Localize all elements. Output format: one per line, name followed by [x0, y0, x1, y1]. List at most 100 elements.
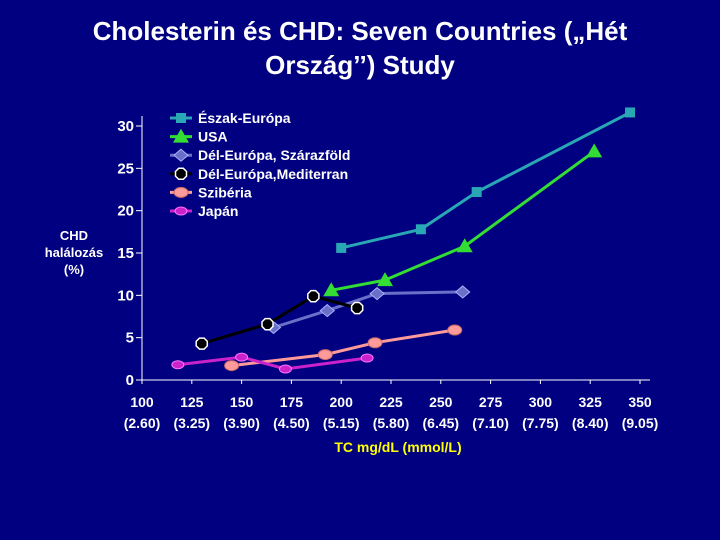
data-point — [447, 324, 463, 336]
marker-square — [625, 107, 636, 118]
series-line — [201, 294, 358, 346]
axes: 0 5 10 15 20 25 30 100 (2.60) 125 (3.25) 150 (3.90) 1… — [117, 116, 658, 431]
data-point — [336, 242, 347, 253]
series-0 — [336, 107, 636, 253]
y-axis-label: halálozás — [45, 245, 104, 260]
x-tick-label: 200 — [330, 394, 354, 410]
y-axis-label: CHD — [60, 228, 88, 243]
marker-square — [471, 187, 482, 198]
marker-circle-small — [174, 206, 188, 216]
marker-triangle — [173, 128, 189, 143]
marker-square — [415, 224, 426, 235]
title-line-1: Cholesterin és CHD: Seven Countries („Hé… — [92, 16, 628, 46]
x-tick-label: 350 — [628, 394, 652, 410]
data-point — [171, 360, 185, 370]
series-line — [340, 111, 631, 250]
legend-label: Észak-Európa — [198, 110, 291, 126]
data-point — [319, 303, 336, 318]
marker-triangle — [377, 272, 394, 287]
series-1 — [323, 143, 603, 297]
x-tick-label-mmol: (5.15) — [323, 415, 360, 431]
marker-octagon — [195, 337, 209, 350]
x-tick-label-mmol: (3.90) — [223, 415, 260, 431]
axis-labels: CHD halálozás (%) TC mg/dL (mmol/L) — [45, 228, 462, 455]
series-5 — [171, 352, 374, 374]
y-tick-label: 0 — [126, 372, 134, 389]
data-point — [471, 187, 482, 198]
x-tick-label: 175 — [280, 394, 304, 410]
marker-triangle — [323, 282, 340, 297]
y-tick-label: 25 — [117, 160, 134, 177]
legend-item: Dél-Európa,Mediterran — [170, 166, 348, 182]
legend-marker — [173, 148, 189, 162]
legend-label: USA — [198, 129, 228, 145]
marker-square — [336, 242, 347, 253]
marker-octagon — [261, 317, 274, 331]
data-point — [625, 107, 636, 118]
marker-circle-small — [278, 364, 292, 374]
data-point — [586, 143, 603, 158]
marker-circle-small — [235, 352, 249, 362]
marker-octagon — [350, 301, 364, 315]
data-point — [317, 349, 333, 361]
y-tick-label: 15 — [117, 245, 134, 262]
marker-circle — [317, 349, 333, 361]
legend-item: USA — [170, 128, 228, 145]
x-tick-label-mmol: (5.80) — [373, 415, 410, 431]
data-point — [367, 337, 383, 349]
marker-diamond — [173, 148, 189, 162]
legend-item: Szibéria — [170, 184, 252, 200]
data-point — [350, 301, 364, 315]
marker-circle-small — [360, 353, 374, 363]
data-point — [454, 285, 471, 299]
x-tick-label: 275 — [479, 394, 503, 410]
marker-circle — [447, 324, 463, 336]
marker-diamond — [369, 286, 385, 301]
x-tick-label-mmol: (8.40) — [572, 415, 609, 431]
legend-marker — [174, 167, 188, 181]
marker-square — [176, 113, 186, 123]
data-point — [307, 289, 320, 303]
legend-marker — [173, 186, 189, 198]
legend-item: Észak-Európa — [170, 110, 291, 126]
marker-triangle — [586, 143, 603, 158]
legend-label: Japán — [198, 203, 238, 219]
marker-diamond — [454, 285, 471, 299]
x-tick-label-mmol: (6.45) — [423, 415, 460, 431]
x-tick-label-mmol: (7.75) — [522, 415, 559, 431]
series-line — [330, 150, 596, 292]
x-tick-label: 100 — [130, 394, 154, 410]
data-point — [195, 337, 209, 350]
y-tick-label: 10 — [117, 287, 134, 304]
series-2 — [265, 285, 471, 335]
legend-marker — [176, 113, 186, 123]
marker-triangle — [456, 238, 473, 253]
marker-circle — [367, 337, 383, 349]
data-point — [377, 272, 394, 287]
x-tick-label: 325 — [579, 394, 603, 410]
x-tick-label: 300 — [529, 394, 553, 410]
legend-item: Japán — [170, 203, 238, 219]
legend-marker — [173, 128, 189, 143]
x-tick-label: 150 — [230, 394, 254, 410]
legend: Észak-Európa USA Dél-Európa, Szárazföld Dél… — [170, 110, 350, 219]
marker-circle — [224, 360, 240, 372]
y-tick-label: 30 — [117, 118, 134, 135]
data-point — [224, 360, 240, 372]
data-point — [323, 282, 340, 297]
series-line — [273, 290, 463, 329]
marker-circle-small — [171, 360, 185, 370]
x-tick-label-mmol: (4.50) — [273, 415, 310, 431]
marker-diamond — [319, 303, 336, 318]
series-line — [231, 328, 455, 368]
y-axis-label: (%) — [64, 262, 84, 277]
x-tick-label-mmol: (7.10) — [472, 415, 509, 431]
legend-item: Dél-Európa, Szárazföld — [170, 147, 350, 163]
x-tick-label: 250 — [429, 394, 453, 410]
legend-label: Dél-Európa,Mediterran — [198, 166, 348, 182]
x-axis-label: TC mg/dL (mmol/L) — [334, 439, 461, 455]
marker-circle — [173, 186, 189, 198]
legend-label: Dél-Európa, Szárazföld — [198, 147, 350, 163]
data-point — [415, 224, 426, 235]
